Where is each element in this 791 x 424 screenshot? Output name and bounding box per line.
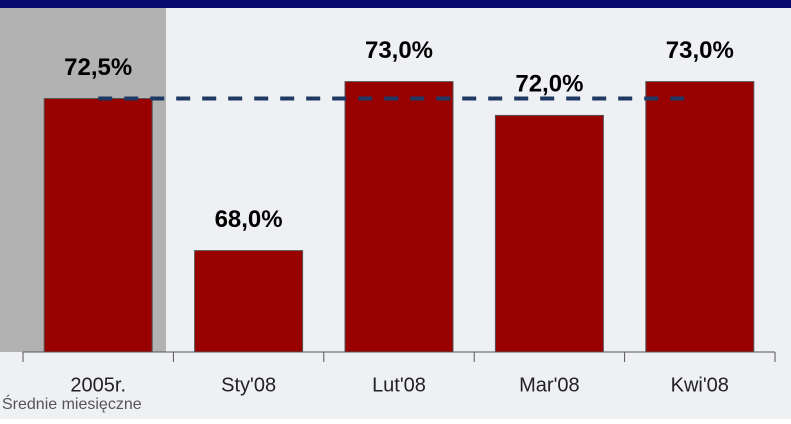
bar (645, 81, 755, 353)
x-tick-label: Mar'08 (519, 374, 580, 396)
x-tick-label: 2005r. (70, 374, 126, 396)
bar (194, 250, 304, 353)
top-band (0, 0, 791, 8)
bar (344, 81, 454, 353)
data-label: 68,0% (215, 206, 283, 233)
x-tick-label: Sty'08 (221, 374, 276, 396)
data-label: 73,0% (666, 37, 734, 64)
x-tick-label: Lut'08 (372, 374, 426, 396)
footnote: Średnie miesięczne (2, 394, 142, 413)
bar (43, 98, 153, 353)
data-label: 73,0% (365, 37, 433, 64)
bar (494, 114, 604, 353)
data-label: 72,5% (64, 54, 132, 81)
x-tick-label: Kwi'08 (671, 374, 729, 396)
data-label: 72,0% (515, 71, 583, 98)
